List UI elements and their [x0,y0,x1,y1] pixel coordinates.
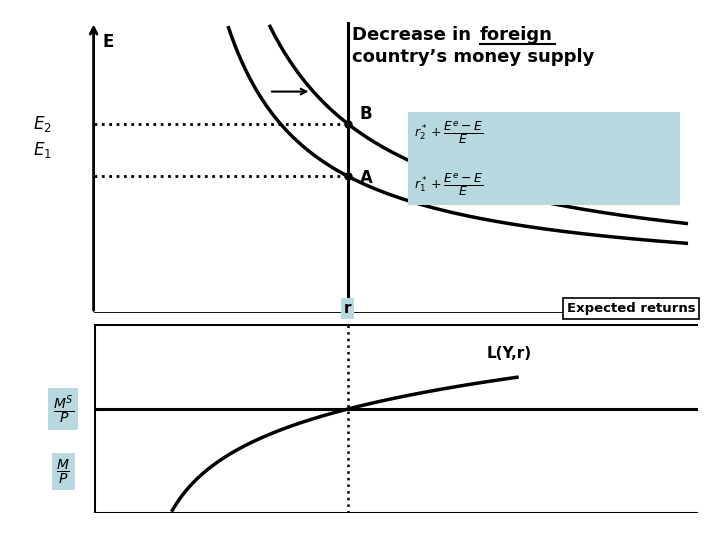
Text: foreign: foreign [480,26,553,44]
FancyBboxPatch shape [408,112,680,205]
Text: $E_1$: $E_1$ [32,140,52,160]
FancyBboxPatch shape [12,137,73,163]
Text: $r_2^* + \dfrac{E^e - E}{E}$: $r_2^* + \dfrac{E^e - E}{E}$ [414,119,483,146]
Text: Decrease in: Decrease in [352,26,477,44]
Text: Expected returns: Expected returns [567,302,696,315]
Text: $r_1^* + \dfrac{E^e - E}{E}$: $r_1^* + \dfrac{E^e - E}{E}$ [414,171,483,198]
Text: $\dfrac{M}{P}$: $\dfrac{M}{P}$ [56,457,71,485]
Text: B: B [360,105,372,123]
Text: $E_2$: $E_2$ [33,113,52,134]
Text: L(Y,r): L(Y,r) [487,346,532,361]
FancyBboxPatch shape [12,111,73,137]
Text: country’s money supply: country’s money supply [352,48,595,66]
Text: r: r [344,301,351,316]
Text: E: E [103,33,114,51]
Text: $\dfrac{M^S}{P}$: $\dfrac{M^S}{P}$ [53,393,74,426]
Text: A: A [360,170,372,187]
